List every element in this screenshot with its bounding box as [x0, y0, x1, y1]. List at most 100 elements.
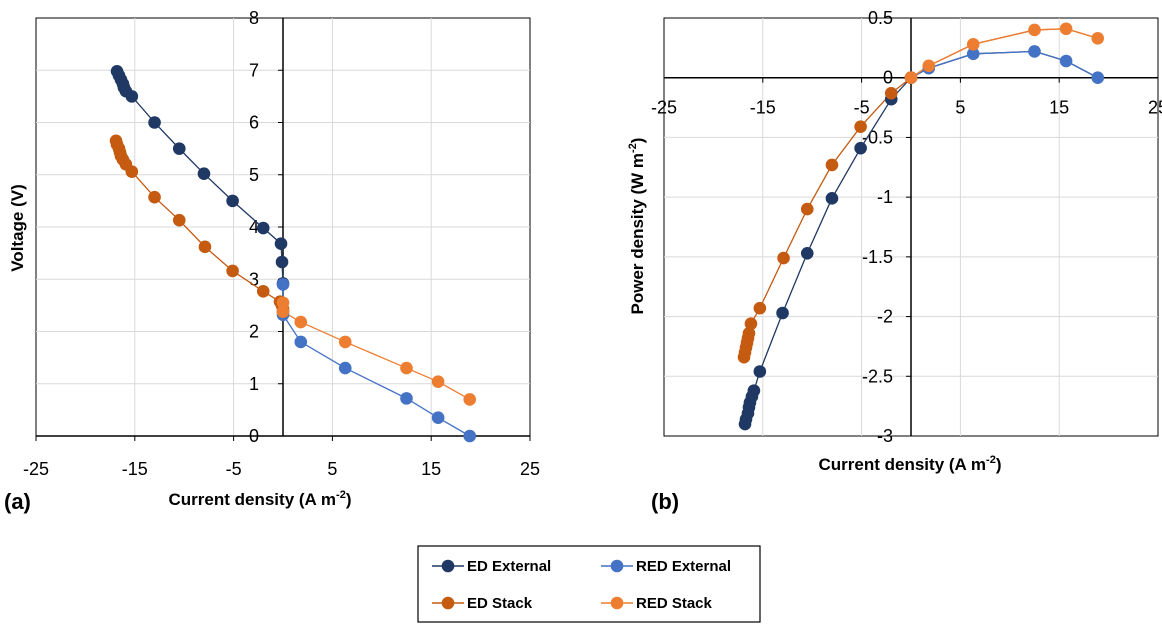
x-tick-label: -15: [122, 459, 148, 479]
data-point: [226, 264, 239, 278]
data-point: [226, 194, 239, 208]
legend-item: ED Stack: [432, 595, 533, 612]
legend-marker: [441, 596, 455, 610]
y-tick-label: 6: [249, 113, 259, 133]
data-point: [922, 59, 936, 73]
data-point: [777, 251, 790, 265]
x-tick-label: 25: [1148, 98, 1162, 118]
data-point: [172, 142, 186, 155]
y-tick-label: 3: [249, 269, 259, 289]
legend-marker: [610, 596, 624, 610]
y-tick-label: 0: [249, 426, 259, 446]
data-point: [338, 335, 352, 349]
x-tick-label: -15: [750, 98, 776, 118]
data-point: [148, 116, 161, 129]
panel-label-a: (a): [4, 489, 31, 514]
data-point: [256, 221, 270, 235]
data-point: [125, 90, 139, 103]
gridlines: [664, 18, 1158, 436]
data-point: [172, 213, 186, 227]
y-axis-title: Voltage (V): [8, 184, 27, 272]
data-point: [825, 192, 839, 205]
data-point: [884, 86, 898, 100]
legend-label: RED Stack: [636, 595, 713, 612]
data-point: [854, 120, 867, 133]
x-tick-label: 25: [520, 459, 540, 479]
x-tick-label: -5: [854, 98, 870, 118]
x-tick-label: 5: [955, 98, 965, 118]
series-group: [109, 64, 477, 443]
y-tick-label: 2: [249, 322, 259, 342]
data-point: [431, 411, 445, 425]
data-point: [744, 317, 758, 331]
y-tick-label: 8: [249, 8, 259, 28]
y-tick-labels: 0.50-0.5-1-1.5-2-2.5-3: [862, 8, 893, 446]
legend-label: ED External: [467, 558, 551, 575]
data-point: [276, 278, 290, 291]
legend-label: RED External: [636, 558, 731, 575]
y-tick-label: -3: [877, 426, 893, 446]
data-point: [198, 240, 212, 254]
legend-marker: [610, 559, 624, 573]
data-point: [256, 284, 270, 298]
legend: ED External RED External ED Stack RED Stack: [417, 545, 761, 623]
data-point: [776, 306, 789, 320]
x-tick-label: 15: [1049, 98, 1069, 118]
data-point: [1028, 23, 1041, 37]
data-point: [463, 393, 477, 406]
data-point: [854, 141, 867, 155]
y-tick-label: 0.5: [868, 8, 893, 28]
data-point: [1059, 54, 1073, 68]
x-tick-label: 15: [421, 459, 441, 479]
data-point: [197, 167, 211, 181]
legend-label: ED Stack: [467, 595, 533, 612]
data-point: [125, 165, 139, 178]
legend-item: RED Stack: [601, 595, 713, 612]
panel-label-b: (b): [651, 489, 679, 514]
series-line: [744, 50, 1099, 425]
x-axis-title: Current density (A m-2): [169, 489, 352, 509]
data-point: [966, 37, 980, 51]
legend-marker: [441, 559, 455, 573]
x-axis-title: Current density (A m-2): [819, 454, 1002, 474]
data-point: [431, 375, 445, 388]
data-point: [463, 429, 477, 443]
data-point: [904, 71, 918, 85]
data-point: [294, 335, 308, 349]
y-tick-label: 7: [249, 60, 259, 80]
x-tick-label: 5: [327, 459, 337, 479]
y-tick-label: 5: [249, 165, 259, 185]
legend-item: ED External: [432, 558, 551, 575]
data-point: [742, 326, 756, 340]
data-point: [274, 237, 288, 251]
data-point: [747, 384, 761, 397]
y-tick-label: 1: [249, 374, 259, 394]
data-point: [753, 301, 767, 315]
data-point: [276, 296, 290, 310]
data-point: [1028, 45, 1041, 58]
y-tick-label: -1: [877, 187, 893, 207]
series-group: [737, 22, 1105, 431]
x-tick-label: -5: [226, 459, 242, 479]
data-point: [275, 255, 289, 269]
legend-box: [417, 545, 761, 623]
x-tick-label: -25: [651, 98, 677, 118]
data-point: [800, 246, 814, 260]
axes: [35, 17, 531, 441]
data-point: [1091, 71, 1105, 85]
y-tick-label: -2.5: [862, 366, 893, 386]
data-point: [1091, 32, 1105, 45]
data-point: [1059, 22, 1073, 36]
y-tick-label: 0: [883, 68, 893, 88]
data-point: [276, 305, 290, 318]
data-point: [966, 47, 980, 61]
y-tick-label: -1.5: [862, 247, 893, 267]
data-point: [338, 361, 352, 375]
data-point: [294, 315, 308, 329]
data-point: [800, 202, 814, 216]
chart-panel-a: -25 -15 -5 5 15 25 0 1 2 3 4 5 6 7 8 Current density …: [4, 8, 540, 514]
data-point: [400, 392, 413, 405]
y-tick-labels: 0 1 2 3 4 5 6 7 8: [249, 8, 259, 446]
